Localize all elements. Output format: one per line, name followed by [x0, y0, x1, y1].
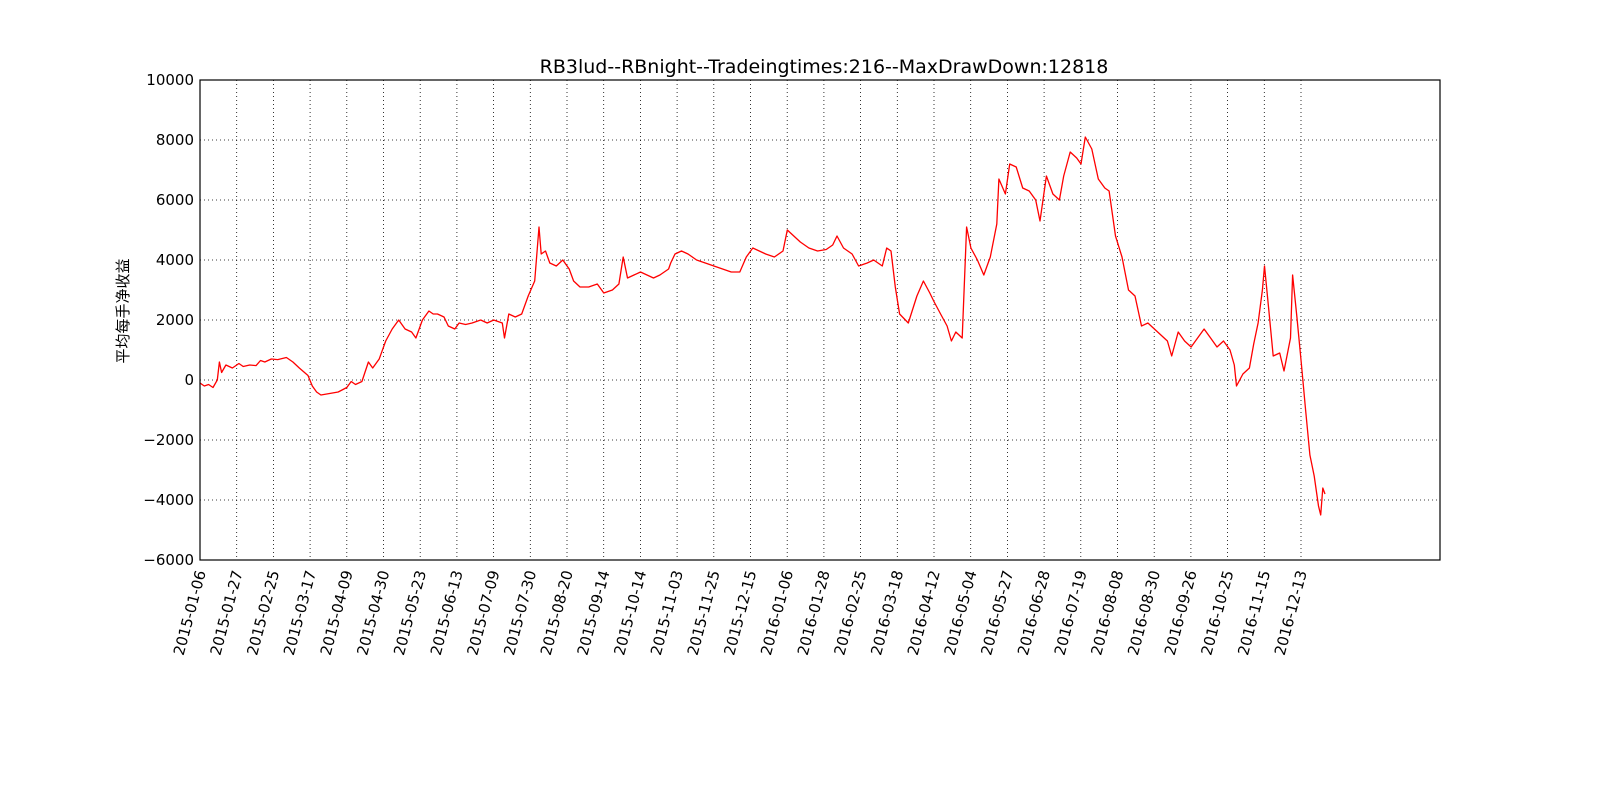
x-tick-label: 2016-04-12 [904, 568, 944, 657]
x-tick-label: 2015-08-20 [537, 568, 577, 657]
x-tick-label: 2015-07-09 [464, 568, 504, 657]
plot-area-frame [199, 79, 1441, 561]
x-tick-label: 2015-05-23 [390, 568, 430, 657]
x-tick-label: 2015-02-25 [243, 568, 283, 657]
x-tick-label: 2015-07-30 [500, 568, 540, 657]
y-tick-label: −6000 [143, 551, 194, 569]
y-tick-label: 0 [184, 371, 194, 389]
x-tick-label: 2015-11-25 [684, 568, 724, 657]
x-tick-label: 2016-12-13 [1271, 568, 1311, 657]
x-tick-label: 2016-06-28 [1014, 568, 1054, 657]
x-tick-label: 2015-04-30 [353, 568, 393, 657]
x-tick-label: 2015-06-13 [427, 568, 467, 657]
series-line [199, 136, 1326, 516]
x-tick-label: 2015-10-14 [610, 568, 650, 657]
x-tick-label: 2015-12-15 [720, 568, 760, 657]
y-axis-ticks: −6000 −4000 −2000 0 2000 4000 6000 8000 10000 [143, 71, 194, 569]
x-axis-ticks: 2015-01-062015-01-272015-02-252015-03-17… [170, 568, 1311, 657]
x-tick-label: 2015-11-03 [647, 568, 687, 657]
x-tick-label: 2016-05-27 [977, 568, 1017, 657]
y-tick-label: −4000 [143, 491, 194, 509]
x-tick-label: 2016-01-28 [794, 568, 834, 657]
x-tick-label: 2016-02-25 [831, 568, 871, 657]
x-tick-label: 2015-03-17 [280, 568, 320, 657]
x-tick-label: 2015-09-14 [574, 568, 614, 657]
x-tick-label: 2015-01-06 [170, 568, 210, 657]
y-tick-label: 10000 [146, 71, 194, 89]
y-tick-label: 6000 [156, 191, 194, 209]
x-tick-label: 2015-04-09 [317, 568, 357, 657]
y-tick-label: 8000 [156, 131, 194, 149]
x-tick-label: 2016-05-04 [941, 568, 981, 657]
grid-lines [200, 80, 1440, 560]
chart-title: RB3lud--RBnight--Tradeingtimes:216--MaxD… [540, 56, 1109, 78]
x-tick-label: 2016-07-19 [1051, 568, 1091, 657]
x-tick-label: 2016-01-06 [757, 568, 797, 657]
x-tick-label: 2016-08-30 [1124, 568, 1164, 657]
x-tick-label: 2016-03-18 [867, 568, 907, 657]
x-tick-label: 2016-10-25 [1198, 568, 1238, 657]
y-tick-label: −2000 [143, 431, 194, 449]
y-tick-label: 4000 [156, 251, 194, 269]
x-tick-label: 2016-08-08 [1087, 568, 1127, 657]
x-tick-label: 2015-01-27 [207, 568, 247, 657]
y-axis-label: 平均每手净收益 [114, 258, 132, 363]
x-tick-label: 2016-09-26 [1161, 568, 1201, 657]
x-tick-label: 2016-11-15 [1234, 568, 1274, 657]
y-tick-label: 2000 [156, 311, 194, 329]
